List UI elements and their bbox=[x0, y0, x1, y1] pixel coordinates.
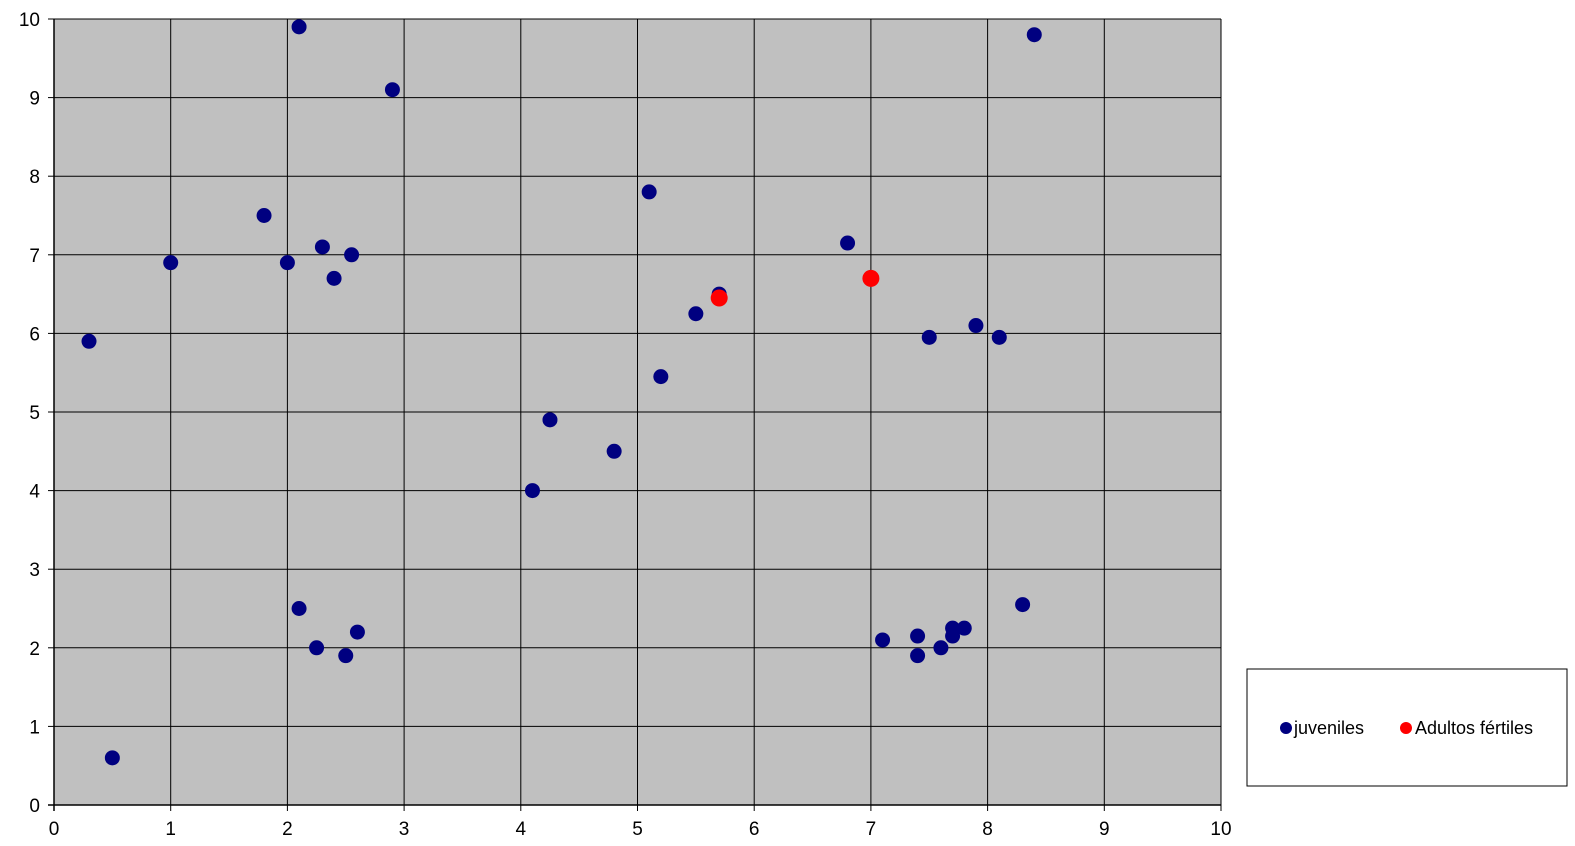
point-juveniles-31 bbox=[945, 628, 961, 644]
legend: juveniles Adultos fértiles bbox=[1246, 668, 1568, 787]
x-tick-label-8: 8 bbox=[982, 819, 993, 840]
point-juveniles-7 bbox=[326, 270, 342, 286]
y-tick-label-3: 3 bbox=[29, 560, 40, 581]
x-tick-label-9: 9 bbox=[1099, 819, 1110, 840]
point-juveniles-28 bbox=[910, 648, 926, 664]
point-juveniles-33 bbox=[1015, 597, 1031, 613]
point-juveniles-29 bbox=[933, 640, 949, 656]
x-tick-label-3: 3 bbox=[399, 819, 410, 840]
point-juveniles-17 bbox=[641, 184, 657, 200]
point-juveniles-22 bbox=[921, 329, 937, 345]
gridlines bbox=[54, 18, 1222, 805]
x-tick-label-1: 1 bbox=[165, 819, 176, 840]
x-tick-label-7: 7 bbox=[866, 819, 877, 840]
point-juveniles-5 bbox=[291, 19, 307, 35]
y-tick-label-7: 7 bbox=[29, 246, 40, 267]
x-tick-label-2: 2 bbox=[282, 819, 293, 840]
point-juveniles-23 bbox=[968, 318, 984, 334]
x-tick-label-5: 5 bbox=[632, 819, 643, 840]
point-adultos-f-rtiles-0 bbox=[710, 289, 728, 307]
legend-label-adultos-fertiles: Adultos fértiles bbox=[1415, 718, 1533, 738]
point-juveniles-4 bbox=[279, 255, 295, 271]
axes bbox=[48, 18, 1222, 811]
point-juveniles-2 bbox=[163, 255, 179, 271]
data-points bbox=[81, 19, 1042, 766]
y-tick-label-2: 2 bbox=[29, 639, 40, 660]
point-juveniles-10 bbox=[291, 601, 307, 616]
point-juveniles-13 bbox=[349, 624, 365, 640]
x-tick-label-4: 4 bbox=[516, 819, 527, 840]
point-juveniles-9 bbox=[384, 82, 400, 98]
point-juveniles-1 bbox=[104, 750, 120, 766]
x-tick-label-0: 0 bbox=[49, 819, 60, 840]
y-tick-label-10: 10 bbox=[19, 10, 40, 31]
point-juveniles-15 bbox=[542, 412, 558, 428]
y-tick-label-4: 4 bbox=[29, 482, 40, 503]
point-juveniles-16 bbox=[606, 443, 622, 459]
point-juveniles-11 bbox=[309, 640, 325, 656]
point-juveniles-19 bbox=[688, 306, 704, 322]
point-juveniles-6 bbox=[314, 239, 330, 255]
point-juveniles-27 bbox=[910, 628, 926, 644]
point-juveniles-18 bbox=[653, 369, 669, 385]
point-juveniles-12 bbox=[338, 648, 354, 664]
point-juveniles-14 bbox=[524, 483, 540, 499]
point-juveniles-25 bbox=[1026, 27, 1042, 43]
point-juveniles-26 bbox=[875, 632, 891, 648]
point-juveniles-24 bbox=[991, 329, 1007, 345]
point-juveniles-8 bbox=[344, 247, 360, 263]
x-tick-label-10: 10 bbox=[1210, 819, 1231, 840]
point-juveniles-21 bbox=[840, 235, 856, 251]
x-tick-label-6: 6 bbox=[749, 819, 760, 840]
y-tick-label-6: 6 bbox=[29, 324, 40, 345]
y-tick-label-1: 1 bbox=[29, 717, 40, 738]
y-tick-label-5: 5 bbox=[29, 403, 40, 424]
tick-labels: 0 1 2 3 4 5 6 7 8 9 10 0 1 2 3 4 5 6 7 8 9 10 bbox=[19, 10, 1232, 840]
legend-marker-juveniles bbox=[1280, 722, 1292, 734]
y-tick-label-8: 8 bbox=[29, 167, 40, 188]
point-juveniles-0 bbox=[81, 333, 97, 349]
point-juveniles-32 bbox=[956, 620, 972, 636]
legend-label-juveniles: juveniles bbox=[1293, 718, 1364, 738]
y-tick-label-0: 0 bbox=[29, 796, 40, 817]
point-juveniles-3 bbox=[256, 208, 272, 223]
legend-marker-adultos-fertiles bbox=[1400, 722, 1412, 734]
point-adultos-f-rtiles-1 bbox=[862, 269, 880, 287]
y-tick-label-9: 9 bbox=[29, 89, 40, 110]
